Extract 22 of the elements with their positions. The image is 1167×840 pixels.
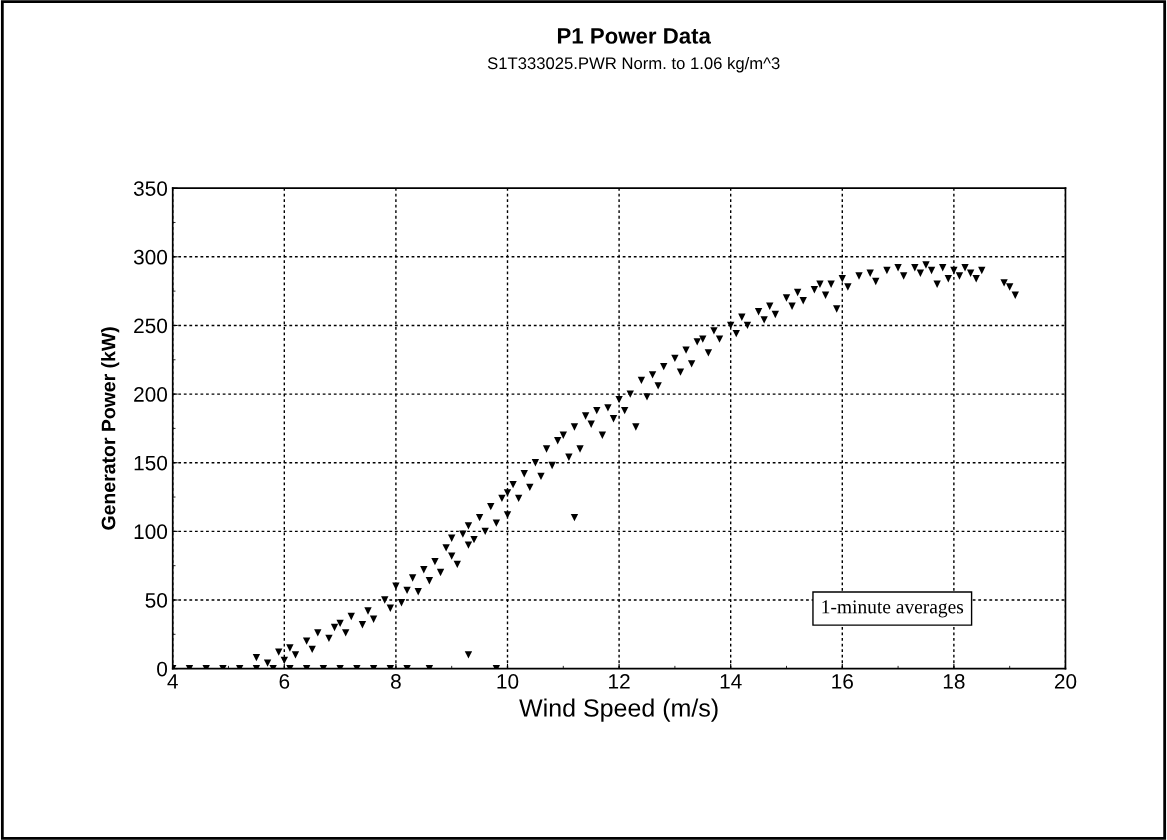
y-tick-label: 350 — [133, 181, 168, 196]
y-tick-label: 200 — [134, 387, 168, 402]
x-tick-label: 12 — [609, 674, 630, 689]
annotation: 1-minute averages — [822, 600, 964, 618]
y-axis-title: Generator Power (kW) — [101, 327, 120, 530]
x-axis-title: Wind Speed (m/s) — [519, 698, 718, 722]
y-tick-label: 300 — [133, 249, 168, 265]
x-tick-label: 4 — [167, 674, 178, 689]
x-tick-label: 14 — [720, 674, 742, 689]
y-tick-label: 0 — [157, 661, 168, 677]
x-tick-label: 16 — [832, 674, 853, 689]
y-tick-label: 50 — [145, 593, 168, 608]
x-tick-label: 10 — [497, 674, 519, 689]
chart-title: P1 Power Data — [557, 28, 712, 44]
y-tick-label: 250 — [134, 318, 168, 334]
x-tick-label: 18 — [943, 674, 965, 689]
x-tick-label: 6 — [279, 674, 290, 689]
x-tick-label: 8 — [391, 674, 401, 689]
x-tick-label: 20 — [1054, 674, 1077, 689]
y-tick-label: 100 — [134, 524, 168, 540]
chart-subtitle: S1T333025.PWR Norm. to 1.06 kg/m^3 — [487, 56, 780, 73]
y-tick-label: 150 — [134, 455, 168, 471]
